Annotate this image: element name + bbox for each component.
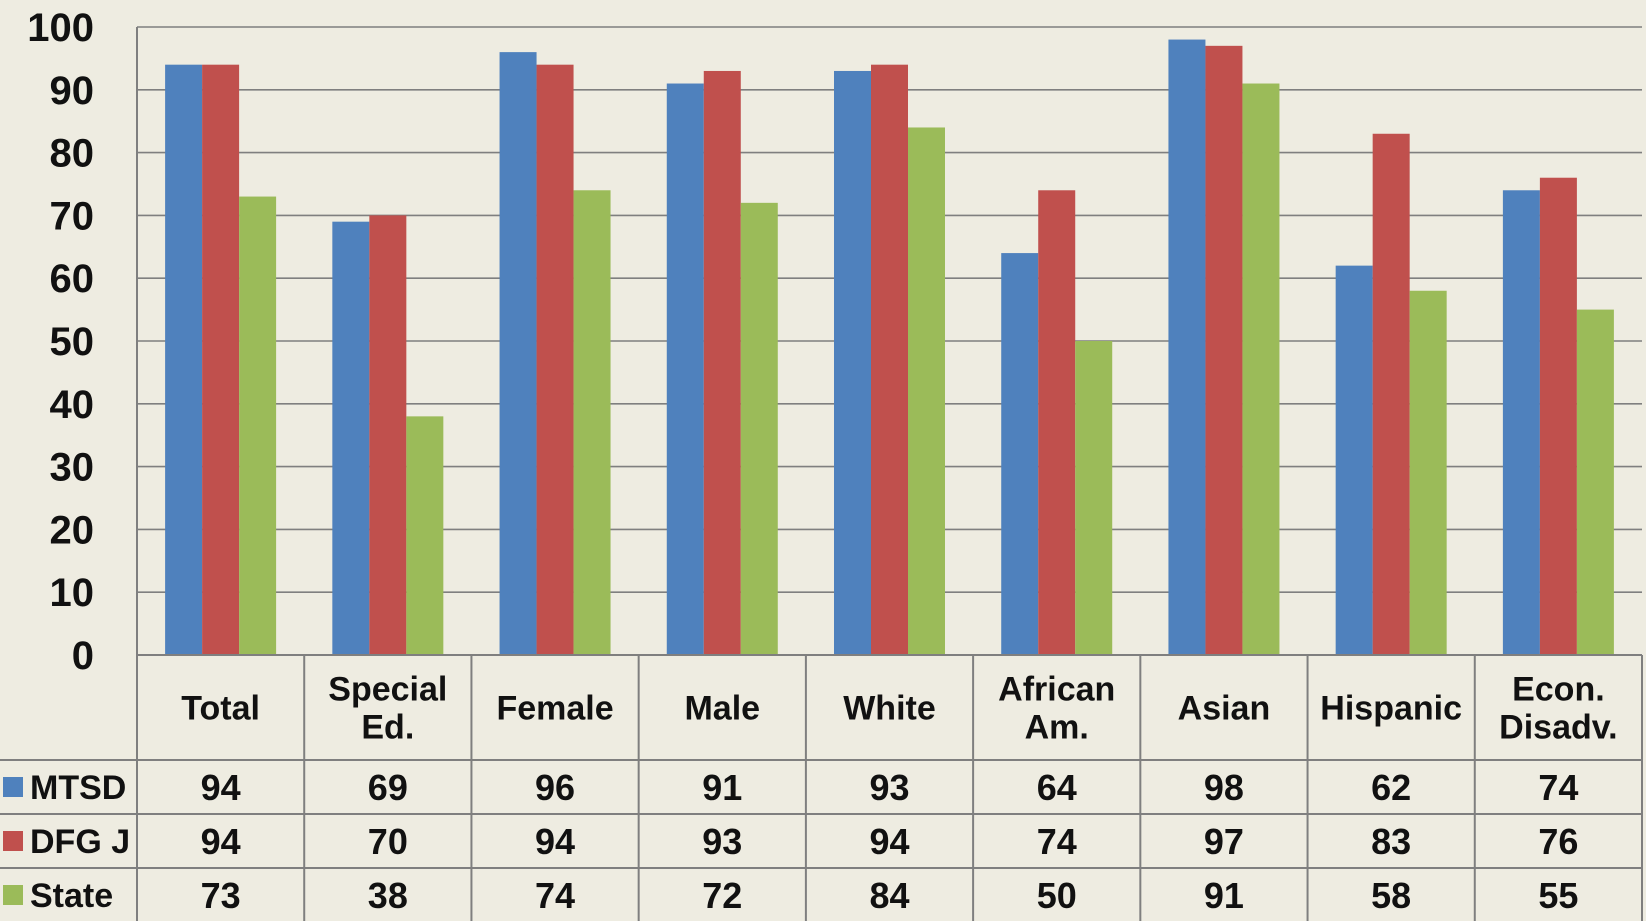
bar-mtsd [1335,265,1373,655]
table-cell-value: 98 [1204,767,1244,808]
bar-state [1075,341,1113,655]
legend-label: DFG J [30,823,130,861]
category-label: Female [496,690,613,728]
table-cell-value: 50 [1037,875,1077,916]
table-cell-value: 72 [702,875,742,916]
legend-label: State [30,877,113,915]
category-label: Econ. [1512,671,1605,709]
y-tick-label: 40 [50,383,95,427]
table-cell-value: 94 [201,767,241,808]
table-cell-value: 94 [201,821,241,862]
bar-mtsd [1168,39,1206,656]
bar-mtsd [165,64,203,656]
category-label: Disadv. [1499,709,1617,747]
table-cell-value: 96 [535,767,575,808]
bar-dfg-j [1539,177,1577,655]
table-cell-value: 84 [869,875,909,916]
y-tick-label: 70 [50,194,95,238]
table-cell-value: 93 [702,821,742,862]
table-cell-value: 74 [535,875,575,916]
y-tick-label: 50 [50,320,95,364]
category-label: Am. [1025,709,1089,747]
table-cell-value: 74 [1037,821,1077,862]
bar-state [1576,309,1614,655]
y-tick-label: 20 [50,508,95,552]
category-label: White [843,690,936,728]
bar-state [1409,290,1447,655]
y-tick-label: 100 [27,6,94,50]
bar-dfg-j [1205,45,1243,655]
y-tick-label: 0 [72,634,94,678]
category-label: Male [684,690,760,728]
bar-mtsd [666,83,704,655]
table-cell-value: 64 [1037,767,1077,808]
y-tick-label: 60 [50,257,95,301]
table-cell-value: 93 [869,767,909,808]
bar-state [239,196,277,655]
table-cell-value: 94 [869,821,909,862]
table-cell-value: 83 [1371,821,1411,862]
bar-dfg-j [1038,190,1076,655]
y-tick-label: 90 [50,69,95,113]
category-label: Ed. [361,709,414,747]
legend-swatch [3,777,23,797]
bar-state [1242,83,1280,655]
bar-state [740,202,778,655]
table-cell-value: 73 [201,875,241,916]
table-cell-value: 97 [1204,821,1244,862]
category-label: Asian [1178,690,1271,728]
bar-state [908,127,945,656]
bar-dfg-j [369,215,407,655]
bar-mtsd [1001,253,1039,655]
bar-state [573,190,611,655]
category-label: Special [328,671,447,709]
bar-dfg-j [1372,133,1410,655]
bar-mtsd [499,52,537,656]
table-cell-value: 55 [1538,875,1578,916]
y-tick-label: 30 [50,446,95,490]
table-cell-value: 74 [1538,767,1578,808]
bar-mtsd [834,70,871,655]
table-cell-value: 76 [1538,821,1578,862]
bar-dfg-j [703,70,741,655]
y-tick-label: 80 [50,132,95,176]
bar-dfg-j [202,64,240,656]
table-cell-value: 69 [368,767,408,808]
category-label: African [998,671,1115,709]
bar-state [406,416,444,655]
category-label: Hispanic [1320,690,1462,728]
legend-label: MTSD [30,769,126,807]
table-cell-value: 91 [702,767,742,808]
table-cell-value: 94 [535,821,575,862]
bar-mtsd [332,221,370,655]
bar-mtsd [1502,190,1540,655]
table-cell-value: 70 [368,821,408,862]
y-tick-label: 10 [50,571,95,615]
table-cell-value: 91 [1204,875,1244,916]
table-cell-value: 38 [368,875,408,916]
bar-dfg-j [871,64,908,656]
table-cell-value: 62 [1371,767,1411,808]
bar-dfg-j [536,64,574,656]
table-cell-value: 58 [1371,875,1411,916]
legend-swatch [3,885,23,905]
legend-swatch [3,831,23,851]
category-label: Total [181,690,260,728]
